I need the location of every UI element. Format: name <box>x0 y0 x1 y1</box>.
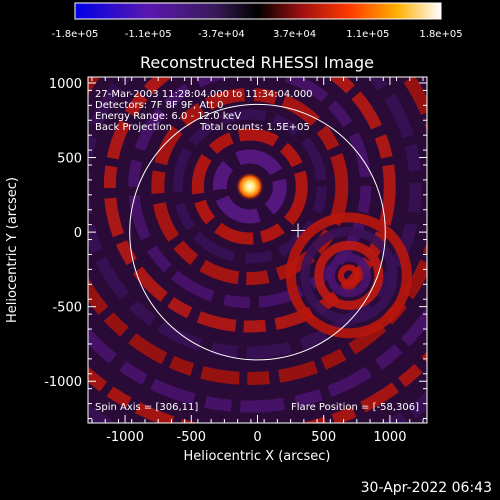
x-tick-label: 0 <box>253 430 261 445</box>
colorbar-tick-label: -1.8e+05 <box>52 29 99 40</box>
ring-band <box>88 306 427 413</box>
x-tick-label: -500 <box>177 430 207 445</box>
y-tick-label: -1000 <box>44 375 82 390</box>
ring-band <box>88 77 422 359</box>
colorbar-tick-label: -3.7e+04 <box>198 29 245 40</box>
ring-band <box>128 77 372 308</box>
axis-tick-labels: -1000 -500 0 500 1000 -1000 -500 0 500 1000 <box>44 77 406 445</box>
y-tick-label: 1000 <box>49 77 82 92</box>
y-tick-label: -500 <box>52 301 82 316</box>
flare-source <box>235 172 264 201</box>
x-tick-label: 500 <box>311 430 336 445</box>
annotation-method: Back Projection <box>95 122 172 133</box>
secondary-ring-band <box>326 253 371 298</box>
colorbar-tick-label: -1.1e+05 <box>125 29 172 40</box>
colorbar <box>74 2 442 20</box>
annotation-spin-axis: Spin Axis = [306,11] <box>95 402 198 413</box>
secondary-ring-band <box>314 240 384 310</box>
y-axis-label: Heliocentric Y (arcsec) <box>5 177 20 323</box>
secondary-ring-band <box>300 226 398 324</box>
ring-band <box>151 87 349 285</box>
x-tick-label: 1000 <box>373 430 406 445</box>
ring-band <box>88 77 427 385</box>
x-tick-label: -1000 <box>106 430 144 445</box>
colorbar-tick-label: 3.7e+04 <box>273 29 316 40</box>
colorbar-tick-label: 1.1e+05 <box>346 29 389 40</box>
annotation-time-range: 27-Mar-2003 11:28:04.000 to 11:34:04.000 <box>95 89 313 100</box>
annotation-flare-position: Flare Position = [-58,306] <box>291 402 419 413</box>
colorbar-tick-labels: -1.8e+05 -1.1e+05 -3.7e+04 3.7e+04 1.1e+05 1.… <box>52 29 463 40</box>
generation-timestamp: 30-Apr-2022 06:43 <box>360 480 492 496</box>
solar-limb-circle <box>129 103 386 361</box>
secondary-ring-band <box>285 212 412 339</box>
ring-band <box>103 77 396 333</box>
ring-band <box>172 109 327 264</box>
colorbar-tick-label: 1.8e+05 <box>419 29 462 40</box>
y-tick-label: 500 <box>57 152 82 167</box>
annotation-energy-range: Energy Range: 6.0 - 12.0 keV <box>95 111 241 122</box>
heatmap-layer <box>88 77 427 423</box>
ring-band <box>212 149 287 224</box>
ring-band <box>191 128 308 245</box>
annotation-total-counts: Total counts: 1.5E+05 <box>199 122 310 133</box>
annotation-detectors: Detectors: 7F 8F 9F, Att 0 <box>95 100 223 111</box>
chart-title: Reconstructed RHESSI Image <box>140 53 374 72</box>
axis-ticks <box>88 77 427 423</box>
spin-axis-marker <box>291 223 306 238</box>
y-tick-label: 0 <box>74 226 82 241</box>
x-axis-label: Heliocentric X (arcsec) <box>184 449 331 464</box>
secondary-ring-band <box>337 264 360 287</box>
